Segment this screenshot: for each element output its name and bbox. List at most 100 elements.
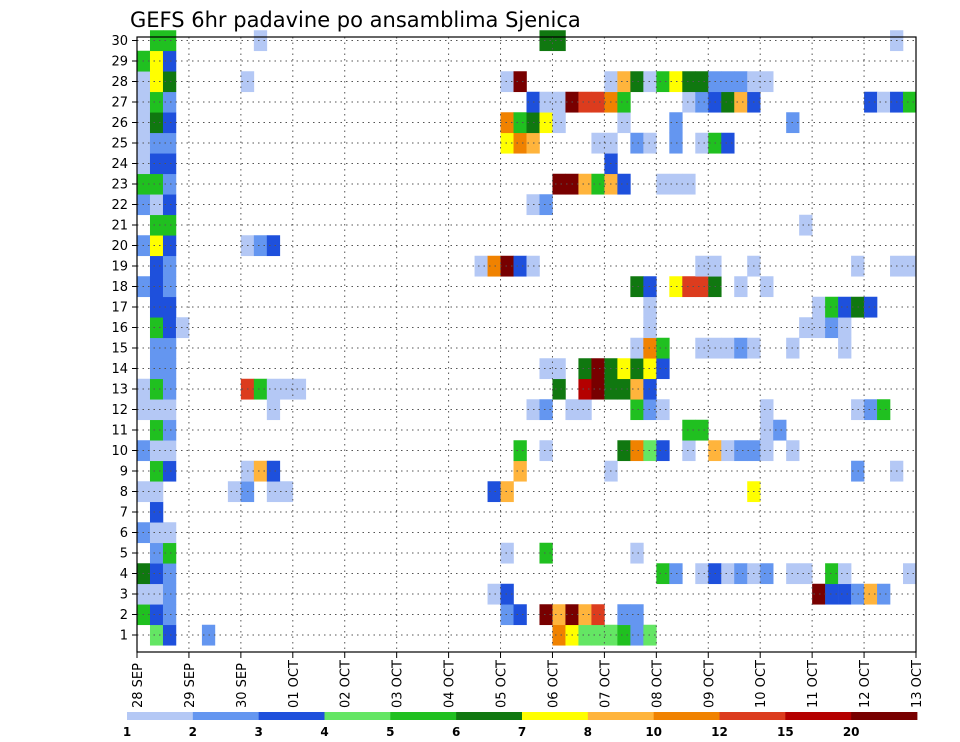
cell-member-27-step-34 xyxy=(578,91,592,113)
cell-member-13-step-37 xyxy=(617,378,631,400)
y-tick-label-21: 21 xyxy=(111,219,128,234)
cell-member-30-step-1 xyxy=(149,30,164,52)
cell-member-27-step-35 xyxy=(591,91,605,113)
y-tick-label-22: 22 xyxy=(111,198,128,213)
colorbar-segment-7 xyxy=(522,712,589,720)
cell-member-12-step-31 xyxy=(539,399,553,421)
cell-member-27-step-37 xyxy=(617,91,631,113)
cell-member-13-step-35 xyxy=(591,378,605,400)
cell-member-18-step-48 xyxy=(760,276,774,298)
cell-member-25-step-35 xyxy=(591,132,605,154)
cell-member-6-step-1 xyxy=(149,522,164,544)
cell-member-11-step-42 xyxy=(682,419,696,441)
x-tick-label-10: 08 OCT xyxy=(650,660,665,708)
colorbar-label-5: 5 xyxy=(386,725,394,739)
cell-member-29-step-1 xyxy=(149,50,164,72)
cell-member-1-step-34 xyxy=(578,624,592,646)
cell-member-16-step-52 xyxy=(812,317,826,339)
colorbar-label-3: 3 xyxy=(254,725,262,739)
y-tick-label-27: 27 xyxy=(111,96,128,111)
colorbar-segment-11 xyxy=(785,712,852,720)
cell-member-23-step-40 xyxy=(656,173,670,195)
cell-member-5-step-28 xyxy=(500,542,514,564)
cell-member-18-step-38 xyxy=(630,276,644,298)
cell-member-23-step-41 xyxy=(669,173,683,195)
cell-member-13-step-1 xyxy=(149,378,164,400)
cell-member-22-step-2 xyxy=(162,194,177,216)
cell-member-10-step-37 xyxy=(617,440,631,462)
cell-member-13-step-10 xyxy=(266,378,281,400)
cell-member-26-step-41 xyxy=(669,112,683,134)
cell-member-11-step-43 xyxy=(695,419,709,441)
cell-member-4-step-43 xyxy=(695,563,709,585)
cell-member-18-step-46 xyxy=(734,276,748,298)
cell-member-15-step-2 xyxy=(162,337,177,359)
cell-member-8-step-1 xyxy=(149,481,164,503)
x-tick-label-2: 30 SEP xyxy=(235,663,250,708)
cell-member-25-step-28 xyxy=(500,132,514,154)
cell-member-17-step-52 xyxy=(812,296,826,318)
cell-member-1-step-38 xyxy=(630,624,644,646)
cell-member-14-step-2 xyxy=(162,358,177,380)
colorbar-label-6: 6 xyxy=(452,725,460,739)
cell-member-29-step-2 xyxy=(162,50,177,72)
cell-member-24-step-1 xyxy=(149,153,164,175)
cell-member-3-step-1 xyxy=(149,583,164,605)
cell-member-12-step-40 xyxy=(656,399,670,421)
cell-member-2-step-2 xyxy=(162,604,177,626)
colorbar-segment-10 xyxy=(719,712,786,720)
y-tick-label-1: 1 xyxy=(120,629,128,644)
colorbar-label-15: 15 xyxy=(777,725,794,739)
cell-member-18-step-43 xyxy=(695,276,709,298)
cell-member-21-step-51 xyxy=(799,214,813,236)
y-tick-label-23: 23 xyxy=(111,178,128,193)
y-tick-label-17: 17 xyxy=(111,301,128,316)
cell-member-8-step-7 xyxy=(227,481,242,503)
y-tick-label-11: 11 xyxy=(111,424,128,439)
cell-member-3-step-54 xyxy=(838,583,852,605)
cell-member-2-step-32 xyxy=(552,604,566,626)
y-tick-label-19: 19 xyxy=(111,260,128,275)
colorbar-segment-8 xyxy=(587,712,655,720)
grid-lines xyxy=(137,37,916,652)
cell-member-15-step-54 xyxy=(838,337,852,359)
y-tick-label-13: 13 xyxy=(111,383,128,398)
colorbar-label-7: 7 xyxy=(518,725,526,739)
cell-member-26-step-31 xyxy=(539,112,553,134)
y-tick-label-7: 7 xyxy=(120,506,128,521)
colorbar-segment-5 xyxy=(390,712,457,720)
cell-member-25-step-29 xyxy=(513,132,527,154)
cell-member-23-step-42 xyxy=(682,173,696,195)
cell-member-17-step-54 xyxy=(838,296,852,318)
cell-member-18-step-41 xyxy=(669,276,683,298)
cell-member-27-step-56 xyxy=(864,91,878,113)
cell-member-1-step-35 xyxy=(591,624,605,646)
y-tick-label-14: 14 xyxy=(111,362,128,377)
colorbar-label-8: 8 xyxy=(584,725,592,739)
y-tick-label-4: 4 xyxy=(120,567,128,582)
cell-member-16-step-53 xyxy=(825,317,839,339)
cell-member-19-step-28 xyxy=(500,255,514,277)
cell-member-8-step-27 xyxy=(487,481,501,503)
y-tick-label-15: 15 xyxy=(111,342,128,357)
y-axis-member-labels: 1234567891011121314151617181920212223242… xyxy=(111,34,137,644)
cell-member-10-step-42 xyxy=(682,440,696,462)
cell-member-16-step-1 xyxy=(149,317,164,339)
cell-member-15-step-1 xyxy=(149,337,164,359)
cell-member-28-step-29 xyxy=(513,71,527,93)
cell-member-28-step-40 xyxy=(656,71,670,93)
cell-member-18-step-1 xyxy=(149,276,164,298)
y-tick-label-16: 16 xyxy=(111,321,128,336)
cell-member-4-step-48 xyxy=(760,563,774,585)
cell-member-19-step-2 xyxy=(162,255,177,277)
cell-member-14-step-40 xyxy=(656,358,670,380)
cell-member-23-step-2 xyxy=(162,173,177,195)
cell-member-10-step-29 xyxy=(513,440,527,462)
cell-member-21-step-2 xyxy=(162,214,177,236)
colorbar-label-1: 1 xyxy=(123,725,131,739)
cell-member-1-step-37 xyxy=(617,624,631,646)
x-tick-label-5: 03 OCT xyxy=(391,660,406,708)
x-tick-label-0: 28 SEP xyxy=(131,663,146,708)
cell-member-28-step-1 xyxy=(149,71,164,93)
